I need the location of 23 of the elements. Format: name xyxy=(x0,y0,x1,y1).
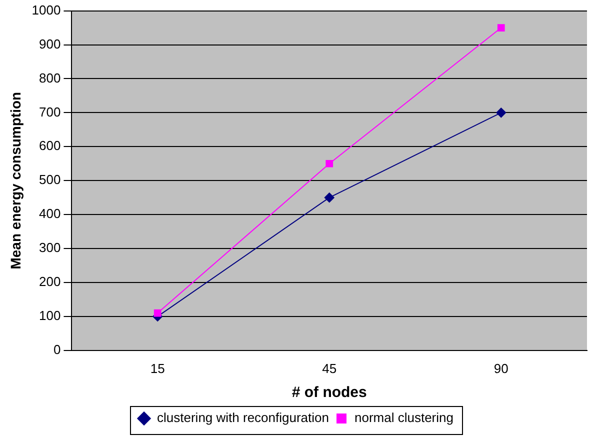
point xyxy=(496,108,506,118)
y-tick-label: 500 xyxy=(39,172,61,188)
point xyxy=(326,160,334,168)
point xyxy=(154,309,162,317)
y-tick-label: 1000 xyxy=(32,2,61,18)
y-tick-label: 100 xyxy=(39,308,61,324)
y-axis-title: Mean energy consumption xyxy=(7,92,24,270)
legend-label: clustering with reconfiguration xyxy=(157,410,330,426)
y-tick-label: 400 xyxy=(39,206,61,222)
y-tick-label: 800 xyxy=(39,70,61,86)
y-tick-label: 300 xyxy=(39,240,61,256)
x-tick-label: 15 xyxy=(150,360,165,376)
x-axis-title: # of nodes xyxy=(292,384,367,402)
y-tick-label: 200 xyxy=(39,274,61,290)
legend-label: normal clustering xyxy=(354,410,454,426)
x-tick-label: 45 xyxy=(322,360,337,376)
x-tick-label: 90 xyxy=(494,360,508,376)
y-tick-label: 700 xyxy=(39,104,61,120)
point xyxy=(324,192,334,203)
point xyxy=(497,24,505,32)
y-tick-label: 600 xyxy=(39,138,61,154)
y-tick-label: 900 xyxy=(39,36,61,52)
y-tick-label: 0 xyxy=(53,342,61,357)
